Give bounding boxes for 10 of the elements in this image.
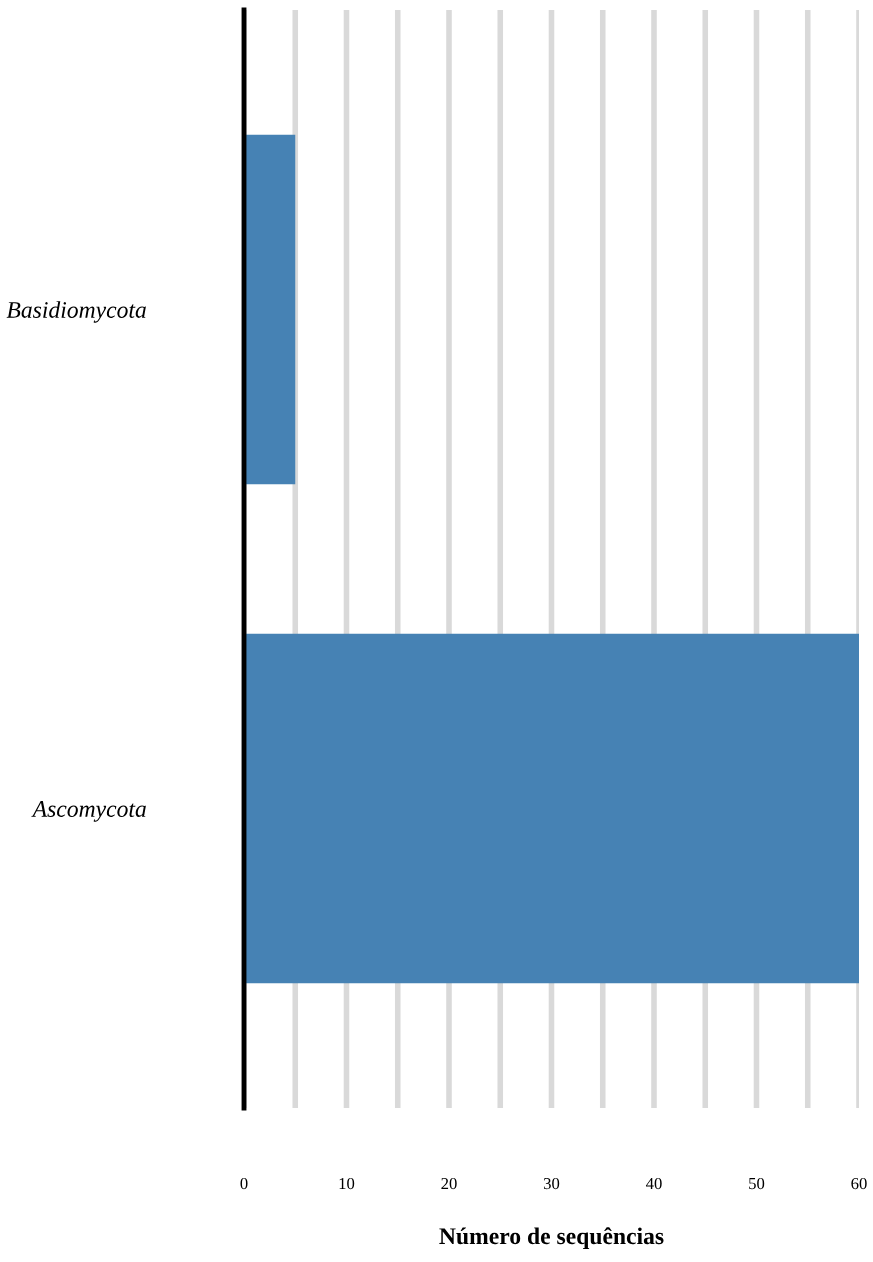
x-tick-label: 0	[240, 1177, 248, 1190]
y-tick-label: Basidiomycota	[6, 301, 146, 323]
x-tick-label: 10	[339, 1177, 355, 1190]
x-tick-label: 40	[645, 1177, 662, 1190]
x-tick-label: 60	[851, 1177, 867, 1190]
x-axis-title: Número de sequências	[439, 1227, 664, 1249]
y-tick-label: Ascomycota	[31, 801, 146, 822]
x-tick-label: 20	[441, 1177, 457, 1190]
x-tick-label: 50	[749, 1177, 765, 1190]
x-tick-label: 30	[543, 1177, 560, 1190]
